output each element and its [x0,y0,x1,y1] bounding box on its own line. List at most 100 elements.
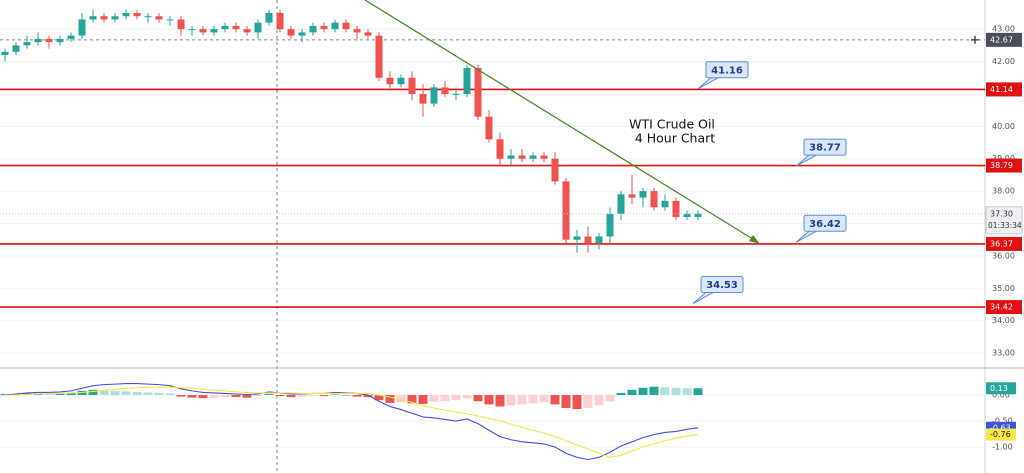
candle-body [573,236,581,240]
level-label: 34.42 [990,303,1013,312]
histogram-bar [242,395,252,398]
histogram-bar [132,391,142,396]
y-tick-label: 42.00 [992,57,1015,66]
histogram-bar [286,395,296,398]
candle-body [23,42,31,46]
candle-body [364,32,372,36]
candle-body [584,236,592,243]
level-label: 36.37 [990,239,1013,248]
candle-body [320,25,328,30]
indicator-line [5,386,699,458]
callout-label: 36.42 [809,219,841,230]
candle-body [56,38,64,43]
candle-body [397,77,405,85]
level-label-bg [986,82,1022,97]
histogram-bar [517,395,527,405]
candle-body [452,93,460,95]
histogram-bar [176,395,186,397]
candle-body [34,38,42,43]
histogram-bar [198,395,208,399]
candle-body [353,29,361,33]
histogram-bar [187,395,197,398]
histogram-bar [396,395,406,403]
histogram-bar [473,395,483,402]
candle-body [155,16,163,20]
histogram-bar [616,392,626,396]
callout-label: 38.77 [809,143,841,154]
trend-line [364,0,757,242]
histogram-bar [154,392,164,396]
value-tag: 0.13 [990,384,1008,393]
value-tag: -0.76 [990,430,1011,439]
histogram-bar [671,387,681,396]
y-tick-label: 40.00 [992,122,1015,131]
histogram-bar [506,395,516,406]
histogram-bar [693,388,703,396]
candle-body [309,25,317,33]
candle-body [254,22,262,33]
histogram-bar [583,395,593,409]
histogram-bar [418,395,428,404]
histogram-bar [341,395,351,396]
candle-body [100,16,108,20]
candle-body [474,68,482,117]
histogram-bar [539,395,549,403]
y-tick-label: 36.00 [992,251,1015,260]
value-tag-bg [986,382,1016,395]
candle-body [232,25,240,30]
histogram-bar [682,388,692,396]
histogram-bar [638,387,648,396]
candle-body [408,77,416,94]
histogram-bar [88,389,98,396]
candle-body [529,155,537,159]
histogram-bar [495,395,505,407]
candle-body [419,93,427,104]
candle-body [265,12,273,23]
candle-body [617,194,625,214]
histogram-bar [231,395,241,398]
histogram-bar [308,395,318,397]
level-label-bg [986,158,1022,173]
histogram-bar [484,395,494,405]
candle-body [243,29,251,33]
histogram-bar [374,395,384,401]
level-label-bg [986,236,1022,251]
last-price-bg [985,206,1023,235]
countdown: 01:33:34 [988,221,1022,230]
trend-arrow [749,235,760,244]
candle-body [683,213,691,218]
candle-body [430,87,438,104]
candle-body [518,155,526,159]
candle-body [122,12,130,17]
candle-body [562,181,570,240]
callout-label: 41.16 [711,65,743,76]
callout-box [803,138,847,156]
callout-box [700,276,744,294]
histogram-bar [363,395,373,398]
histogram-bar [319,395,329,397]
candle-body [1,51,9,56]
y-tick-label: 34.00 [992,316,1015,325]
candle-body [210,29,218,33]
candle-body [188,29,196,31]
y-tick-label: -0.50 [992,417,1013,426]
candle-body [463,68,471,94]
candle-body [177,19,185,30]
crosshair-plus [971,35,979,44]
y-tick-label: 35.00 [992,284,1015,293]
value-tag: -0.63 [990,423,1011,432]
candle-body [672,200,680,218]
histogram-bar [660,387,670,396]
histogram-bar [649,386,659,396]
callout-pointer [795,153,819,167]
candle-body [276,12,284,30]
grid [0,28,985,448]
value-tag-bg [986,428,1016,441]
histogram-bar [407,395,417,404]
histogram-bar [627,389,637,396]
histogram-bar [605,395,615,402]
candle-body [551,158,559,182]
histogram-bar [165,393,175,396]
histogram-bar [264,393,274,396]
